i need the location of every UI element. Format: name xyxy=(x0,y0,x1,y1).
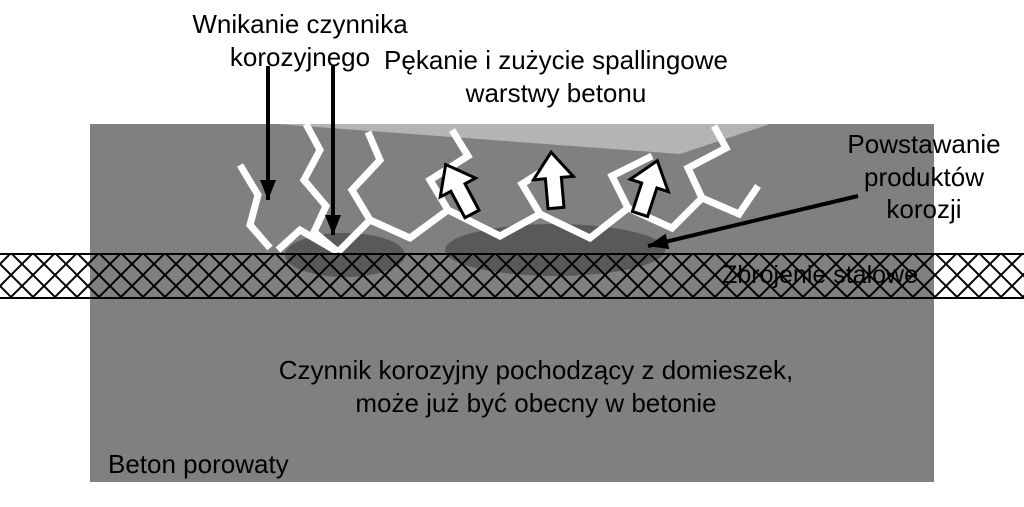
label-rebar: Zbrojenie stalowe xyxy=(722,260,918,291)
label-porous: Beton porowaty xyxy=(108,448,289,481)
label-admixture: Czynnik korozyjny pochodzący z domieszek… xyxy=(279,354,793,419)
diagram-canvas: Wnikanie czynnika korozyjnego Pękanie i … xyxy=(0,0,1024,507)
label-penetration: Wnikanie czynnika korozyjnego xyxy=(192,8,407,73)
concrete-block xyxy=(90,124,934,482)
label-spalling: Pękanie i zużycie spallingowe warstwy be… xyxy=(384,44,728,109)
label-products: Powstawanie produktów korozji xyxy=(847,128,1000,226)
